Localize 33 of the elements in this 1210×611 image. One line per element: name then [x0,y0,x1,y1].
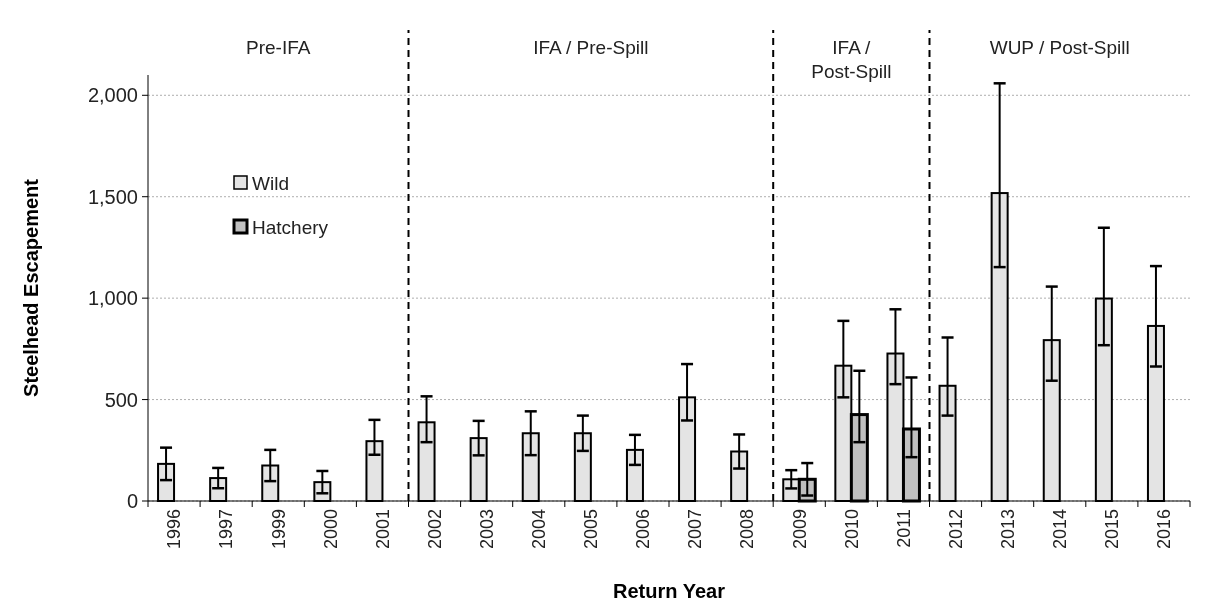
y-tick-label: 0 [126,490,138,512]
x-tick-label: 2003 [476,509,497,550]
x-tick-label: 2005 [581,509,602,550]
x-tick-label: 2008 [737,509,758,550]
y-tick-label: 2,000 [87,84,138,107]
x-tick-label: 2015 [1102,509,1123,550]
x-tick-label: 2002 [424,509,445,550]
y-tick-label: 1,000 [87,287,138,310]
x-tick-label: 2010 [841,509,862,550]
x-tick-label: 1997 [216,509,237,550]
x-tick-label: 1999 [268,509,289,550]
x-tick-label: 2011 [893,509,914,548]
x-tick-label: 1996 [164,509,185,550]
x-tick-label: 2007 [685,509,706,550]
legend-label: Wild [252,172,289,194]
y-axis-title: Steelhead Escapement [20,178,42,397]
x-axis-title: Return Year [613,580,726,602]
y-tick-label: 500 [104,388,138,411]
text: IFA / Pre-Spill [533,37,649,58]
annotation: IFA / Post-Spill [811,37,892,82]
x-tick-label: 2016 [1154,509,1175,550]
text: WUP / Post-Spill [989,37,1130,58]
x-tick-label: 2004 [529,509,550,550]
text: Pre-IFA [246,37,311,58]
x-tick-label: 2012 [945,509,966,550]
x-tick-label: 2013 [997,509,1018,550]
x-tick-label: 2006 [633,509,654,550]
y-tick-label: 1,500 [87,185,138,208]
x-tick-label: 2001 [372,509,393,550]
x-tick-label: 2014 [1050,509,1071,550]
x-tick-label: 2000 [320,509,341,550]
legend-label: Hatchery [252,216,329,238]
x-tick-label: 2009 [789,509,810,550]
